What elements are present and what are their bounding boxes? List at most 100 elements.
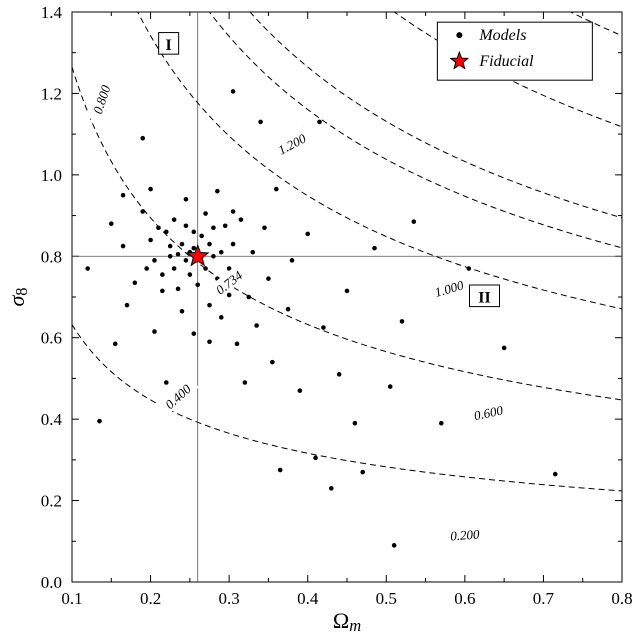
model-point [388,384,393,389]
svg-text:0.0: 0.0 [41,573,62,592]
model-point [191,246,196,251]
svg-text:0.8: 0.8 [41,247,62,266]
contour-line [72,325,622,491]
svg-text:0.8: 0.8 [611,589,632,608]
model-point [184,223,189,228]
model-point [172,217,177,222]
model-point [148,238,153,243]
scatter-chart: 0.10.20.30.40.50.60.70.80.00.20.40.60.81… [0,0,640,644]
svg-text:0.2: 0.2 [140,589,161,608]
svg-text:σ8: σ8 [4,287,31,306]
svg-text:0.600: 0.600 [473,402,505,423]
model-point [207,303,212,308]
model-point [360,470,365,475]
model-point [305,232,310,237]
model-point [231,242,236,247]
model-point [231,209,236,214]
model-point [502,346,507,351]
legend-label: Fiducial [478,53,534,70]
model-point [345,289,350,294]
model-point [250,250,255,255]
model-point [184,258,189,263]
model-point [353,421,358,426]
model-point [152,329,157,334]
model-point [121,193,126,198]
legend-dot-icon [456,32,462,38]
model-point [266,276,271,281]
region-label: I [166,37,172,54]
chart-container: 0.10.20.30.40.50.60.70.80.00.20.40.60.81… [0,0,640,644]
model-point [176,287,181,292]
model-point [203,266,208,271]
model-point [180,309,185,314]
model-point [553,472,558,477]
model-point [321,325,326,330]
model-point [140,136,145,141]
model-point [156,225,161,230]
model-point [160,272,165,277]
model-point [223,223,228,228]
model-point [85,266,90,271]
model-point [191,230,196,235]
svg-text:0.1: 0.1 [61,589,82,608]
model-point [239,217,244,222]
model-point [180,242,185,247]
model-point [219,315,224,320]
model-point [258,120,263,125]
svg-text:1.2: 1.2 [41,84,62,103]
model-point [188,272,193,277]
model-point [278,468,283,473]
model-point [262,225,267,230]
model-point [140,209,145,214]
model-point [121,244,126,249]
model-point [243,380,248,385]
model-point [372,246,377,251]
model-point [411,219,416,224]
contour-label: 0.800 [86,76,115,123]
svg-text:0.7: 0.7 [533,589,555,608]
model-point [235,342,240,347]
model-point [270,360,275,365]
model-point [400,319,405,324]
svg-text:1.0: 1.0 [41,166,62,185]
svg-text:0.6: 0.6 [41,329,62,348]
svg-text:0.5: 0.5 [376,589,397,608]
model-point [160,289,165,294]
model-point [246,295,251,300]
contour-label: 0.200 [442,524,487,544]
contour-label: 0.400 [156,375,200,417]
model-point [144,266,149,271]
model-point [254,323,259,328]
model-point [207,242,212,247]
model-point [168,254,173,259]
model-point [215,189,220,194]
model-point [164,380,169,385]
model-point [191,331,196,336]
model-point [227,293,232,298]
model-point [168,244,173,249]
model-point [125,303,130,308]
svg-text:1.4: 1.4 [41,3,63,22]
svg-text:0.2: 0.2 [41,492,62,511]
model-point [195,282,200,287]
model-point [133,280,138,285]
contour-label: 1.000 [426,274,473,302]
legend-label: Models [478,27,526,44]
model-point [203,211,208,216]
svg-text:1.000: 1.000 [433,277,466,300]
model-point [148,187,153,192]
svg-text:0.800: 0.800 [90,83,113,116]
model-point [313,456,318,461]
model-point [172,266,177,271]
model-point [152,258,157,263]
model-point [329,486,334,491]
model-point [164,230,169,235]
contour-label: 0.600 [465,399,511,424]
svg-text:0.4: 0.4 [41,410,63,429]
model-point [211,254,216,259]
model-point [274,187,279,192]
model-point [113,342,118,347]
model-point [286,307,291,312]
contour-label: 1.200 [268,126,314,161]
model-point [290,258,295,263]
